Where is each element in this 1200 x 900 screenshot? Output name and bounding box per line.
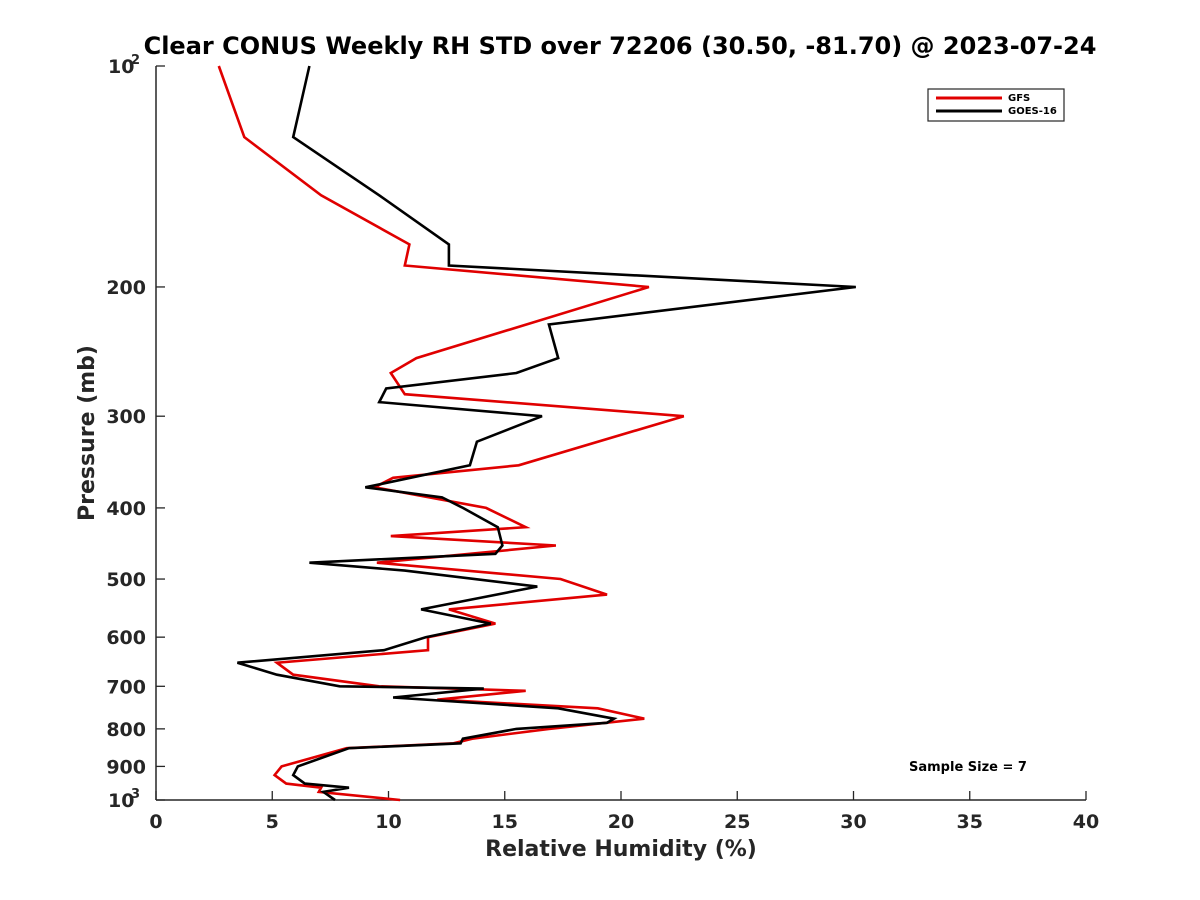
series-line-goes-16 [237, 65, 856, 802]
x-tick-label: 0 [149, 811, 162, 833]
x-tick-label: 20 [608, 811, 634, 833]
chart-title: Clear CONUS Weekly RH STD over 72206 (30… [144, 32, 1097, 60]
y-tick-label: 300 [106, 406, 146, 428]
x-tick-label: 40 [1073, 811, 1099, 833]
y-tick-label: 200 [106, 277, 146, 299]
y-tick-label: 900 [106, 756, 146, 778]
y-tick-label: 103 [108, 787, 140, 812]
x-tick-label: 30 [840, 811, 866, 833]
y-tick-label: 700 [106, 676, 146, 698]
y-tick-label: 400 [106, 498, 146, 520]
x-tick-label: 5 [266, 811, 279, 833]
x-tick-label: 25 [724, 811, 750, 833]
y-axis-label: Pressure (mb) [75, 345, 100, 521]
legend-label-gfs: GFS [1008, 93, 1030, 104]
sample-size-annotation: Sample Size = 7 [909, 760, 1027, 775]
y-tick-base: 10 [108, 56, 134, 78]
x-axis-ticks: 0 5 10 15 20 25 30 35 40 [149, 791, 1099, 833]
y-tick-label: 800 [106, 719, 146, 741]
series-line-gfs [217, 65, 685, 802]
x-axis-label: Relative Humidity (%) [485, 837, 757, 862]
y-tick-label: 600 [106, 627, 146, 649]
legend-box [927, 88, 1065, 122]
series-lines [217, 65, 856, 802]
y-tick-exponent: 2 [131, 53, 140, 68]
legend: GFS GOES-16 [927, 88, 1065, 122]
y-tick-label: 102 [108, 53, 140, 78]
y-tick-label: 500 [106, 569, 146, 591]
y-tick-exponent: 3 [131, 787, 140, 802]
x-tick-label: 15 [492, 811, 518, 833]
legend-label-goes-16: GOES-16 [1008, 106, 1057, 117]
y-tick-base: 10 [108, 790, 134, 812]
x-tick-label: 35 [957, 811, 983, 833]
x-tick-label: 10 [375, 811, 401, 833]
